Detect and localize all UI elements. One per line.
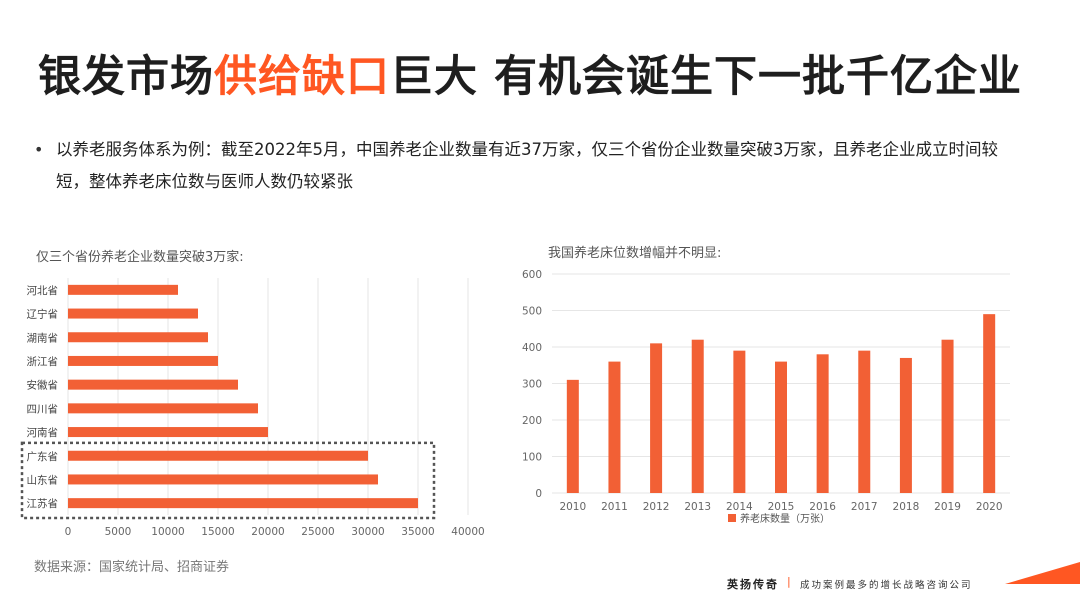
province-enterprise-bar-chart: 0 5000 10000 15000 20000 25000 30000 35000 40000… [20, 278, 485, 538]
y-category-label: 湖南省 [27, 331, 59, 344]
y-category-label: 四川省 [27, 402, 59, 415]
x-category-label: 2010 [559, 501, 586, 513]
x-category-label: 2012 [643, 501, 670, 513]
chart2-title: 我国养老床位数增幅并不明显: [548, 246, 722, 261]
page-title: 银发市场供给缺口巨大 有机会诞生下一批千亿企业 [38, 42, 1022, 104]
y-tick-label: 300 [522, 379, 542, 391]
y-category-label: 辽宁省 [27, 308, 59, 321]
bar [68, 379, 238, 390]
bar [983, 314, 996, 493]
chart1-title: 仅三个省份养老企业数量突破3万家: [36, 250, 244, 265]
y-category-label: 浙江省 [27, 355, 59, 368]
x-category-label: 2016 [809, 501, 836, 513]
bar [691, 339, 704, 493]
x-tick-label: 30000 [351, 526, 384, 538]
x-tick-label: 35000 [401, 526, 434, 538]
x-tick-label: 25000 [301, 526, 334, 538]
bar [68, 284, 178, 295]
y-category-label: 安徽省 [27, 379, 59, 392]
title-part1: 银发市场 [38, 52, 214, 102]
y-tick-label: 400 [522, 342, 542, 354]
bar [899, 357, 912, 493]
x-category-label: 2020 [976, 501, 1003, 513]
y-tick-label: 600 [522, 269, 542, 281]
bar [68, 403, 258, 414]
bar [650, 343, 663, 493]
x-tick-label: 0 [65, 526, 72, 538]
x-category-label: 2017 [851, 501, 878, 513]
y-tick-label: 100 [522, 452, 542, 464]
x-category-label: 2013 [684, 501, 711, 513]
bar [68, 308, 198, 319]
elderly-beds-bar-chart: 0 100 200 300 400 500 600 2010 2011 2012 2013 2014 2… [522, 269, 1010, 525]
legend-label: 养老床数量（万张） [740, 512, 830, 525]
x-tick-label: 15000 [201, 526, 234, 538]
x-category-label: 2015 [768, 501, 795, 513]
x-tick-label: 10000 [151, 526, 184, 538]
footer-slogan: 成功案例最多的增长战略咨询公司 [800, 580, 973, 591]
highlight-box [20, 441, 436, 520]
bar [68, 332, 208, 343]
title-part2: 巨大 有机会诞生下一批千亿企业 [390, 52, 1022, 102]
bar [68, 474, 378, 485]
footer-brand: 英扬传奇 [727, 578, 779, 591]
legend-swatch [728, 514, 736, 522]
title-highlight: 供给缺口 [214, 52, 390, 102]
y-category-label: 河南省 [27, 426, 59, 439]
bar [68, 355, 218, 366]
footer-accent-band [1005, 562, 1080, 584]
y-category-label: 山东省 [27, 473, 59, 486]
bar [608, 361, 621, 493]
x-category-label: 2011 [601, 501, 628, 513]
bar [775, 361, 787, 493]
bar [941, 339, 954, 493]
bar [816, 354, 829, 493]
footer-separator: | [787, 575, 791, 588]
x-tick-label: 40000 [451, 526, 484, 538]
y-tick-label: 200 [522, 415, 542, 427]
x-category-label: 2014 [726, 501, 753, 513]
bullet-text: 以养老服务体系为例：截至2022年5月，中国养老企业数量有近37万家，仅三个省份… [56, 140, 998, 191]
bar [858, 350, 871, 493]
y-tick-label: 500 [522, 306, 542, 318]
data-source: 数据来源：国家统计局、招商证券 [34, 560, 230, 575]
bar [68, 498, 418, 509]
y-category-label: 广东省 [27, 450, 59, 463]
bar [566, 379, 579, 493]
y-category-label: 江苏省 [27, 497, 59, 510]
bar [733, 350, 746, 493]
bullet-marker: • [34, 140, 44, 159]
y-tick-label: 0 [535, 488, 542, 500]
bar [68, 450, 368, 461]
y-category-label: 河北省 [27, 284, 59, 297]
bar [68, 427, 268, 438]
x-tick-label: 5000 [105, 526, 132, 538]
x-tick-label: 20000 [251, 526, 284, 538]
x-category-label: 2018 [893, 501, 920, 513]
x-category-label: 2019 [934, 501, 961, 513]
